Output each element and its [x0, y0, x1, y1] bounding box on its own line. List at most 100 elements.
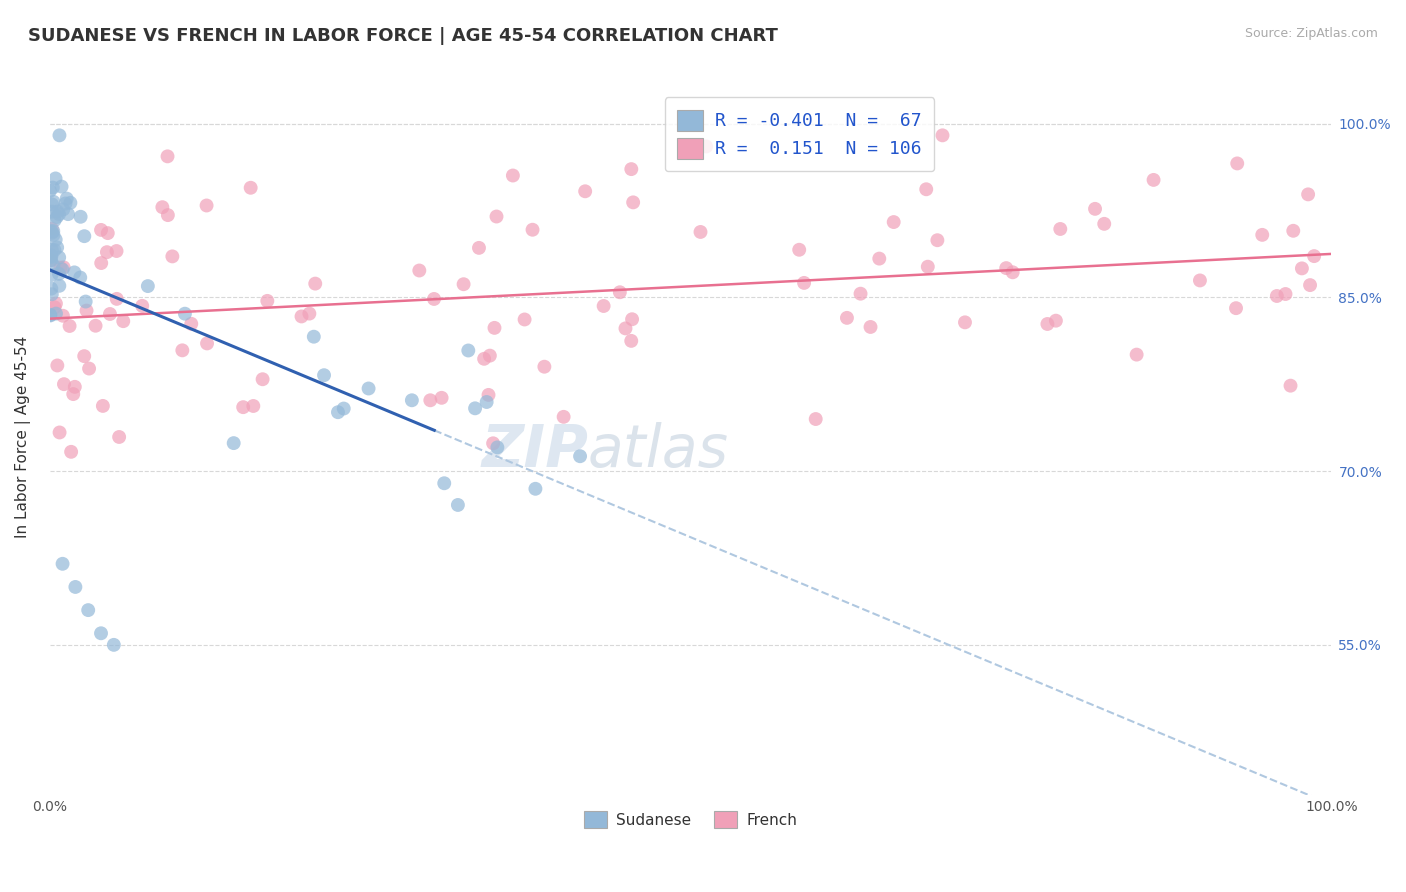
Point [457, 343, 479, 358]
Point [48, 278, 70, 293]
Point [77, 361, 100, 376]
Point [91, 399, 114, 413]
Point [105, 292, 128, 306]
Point [569, 449, 592, 463]
Point [150, 200, 173, 214]
Point [1084, 202, 1107, 216]
Point [332, 401, 354, 416]
Point [44, 301, 66, 315]
Point [69, 270, 91, 285]
Point [41, 249, 63, 263]
Point [453, 277, 475, 292]
Point [39, 253, 62, 268]
Point [423, 292, 446, 306]
Point [553, 409, 575, 424]
Point [1092, 217, 1115, 231]
Legend: Sudanese, French: Sudanese, French [578, 805, 803, 834]
Point [108, 430, 131, 444]
Point [478, 349, 501, 363]
Y-axis label: In Labor Force | Age 45-54: In Labor Force | Age 45-54 [15, 335, 31, 538]
Point [1045, 314, 1067, 328]
Point [256, 293, 278, 308]
Point [48, 207, 70, 221]
Point [1291, 261, 1313, 276]
Point [849, 286, 872, 301]
Point [1142, 173, 1164, 187]
Point [620, 334, 643, 348]
Point [1225, 301, 1247, 315]
Point [63, 380, 86, 394]
Point [1188, 273, 1211, 287]
Text: ZIP: ZIP [481, 422, 588, 479]
Point [195, 198, 218, 212]
Point [73, 229, 96, 244]
Point [222, 436, 245, 450]
Point [883, 215, 905, 229]
Point [835, 310, 858, 325]
Point [524, 482, 547, 496]
Point [42, 258, 65, 272]
Point [39, 252, 62, 267]
Point [162, 249, 184, 263]
Point [41, 287, 63, 301]
Point [1282, 224, 1305, 238]
Point [1226, 156, 1249, 170]
Point [695, 139, 717, 153]
Point [689, 225, 711, 239]
Point [180, 317, 202, 331]
Point [45, 296, 67, 310]
Point [477, 388, 499, 402]
Point [239, 181, 262, 195]
Point [45, 233, 67, 247]
Point [621, 195, 644, 210]
Point [55, 192, 77, 206]
Point [136, 279, 159, 293]
Point [42, 224, 65, 238]
Point [430, 391, 453, 405]
Point [1251, 227, 1274, 242]
Point [73, 349, 96, 363]
Point [502, 169, 524, 183]
Point [49, 260, 72, 275]
Point [52, 202, 75, 217]
Point [131, 299, 153, 313]
Point [915, 182, 938, 196]
Point [917, 260, 939, 274]
Point [1265, 289, 1288, 303]
Point [56, 207, 79, 221]
Point [45, 307, 67, 321]
Point [39, 282, 62, 296]
Point [48, 267, 70, 281]
Point [41, 197, 63, 211]
Point [156, 208, 179, 222]
Point [953, 315, 976, 329]
Text: Source: ZipAtlas.com: Source: ZipAtlas.com [1244, 27, 1378, 40]
Point [44, 243, 66, 257]
Point [533, 359, 555, 374]
Point [48, 128, 70, 143]
Point [298, 307, 321, 321]
Point [90, 256, 112, 270]
Point [48, 251, 70, 265]
Point [46, 240, 69, 254]
Point [475, 395, 498, 409]
Point [195, 336, 218, 351]
Point [401, 393, 423, 408]
Point [41, 221, 63, 235]
Point [42, 194, 65, 209]
Point [75, 294, 97, 309]
Point [112, 314, 135, 328]
Point [55, 196, 77, 211]
Point [174, 307, 197, 321]
Point [804, 412, 827, 426]
Point [290, 310, 312, 324]
Point [787, 243, 810, 257]
Point [65, 580, 87, 594]
Point [1049, 222, 1071, 236]
Point [62, 387, 84, 401]
Text: SUDANESE VS FRENCH IN LABOR FORCE | AGE 45-54 CORRELATION CHART: SUDANESE VS FRENCH IN LABOR FORCE | AGE … [28, 27, 778, 45]
Point [39, 184, 62, 198]
Point [46, 204, 69, 219]
Point [52, 309, 75, 323]
Point [486, 441, 509, 455]
